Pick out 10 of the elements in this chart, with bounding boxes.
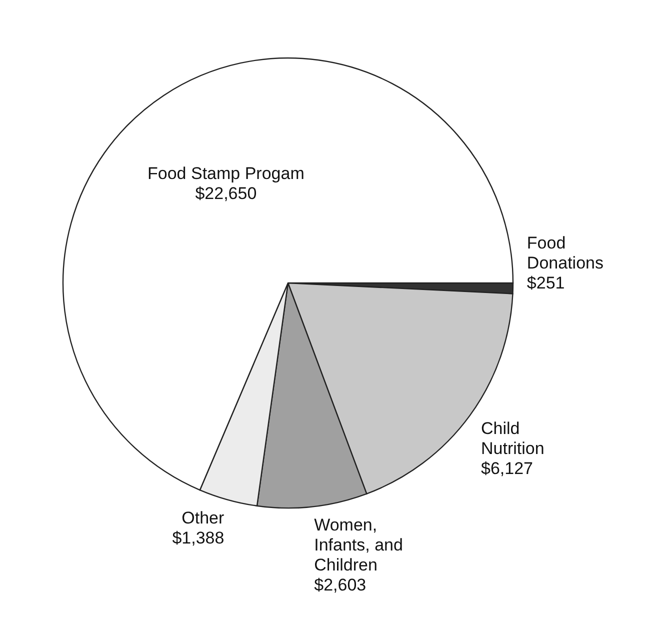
slice-label: Women, Infants, and Children [314,516,403,575]
data-label: $22,650 [195,184,257,204]
slice-label: Other [182,508,225,528]
data-label: $251 [526,274,565,293]
slice-label: Food Donations [526,234,604,273]
slice-label: Food Stamp Progam [148,164,304,184]
data-label: $6,127 [481,458,534,478]
data-label: $2,603 [314,576,366,595]
data-label: $1,388 [172,528,224,548]
slice-label: Child Nutrition [481,418,544,458]
